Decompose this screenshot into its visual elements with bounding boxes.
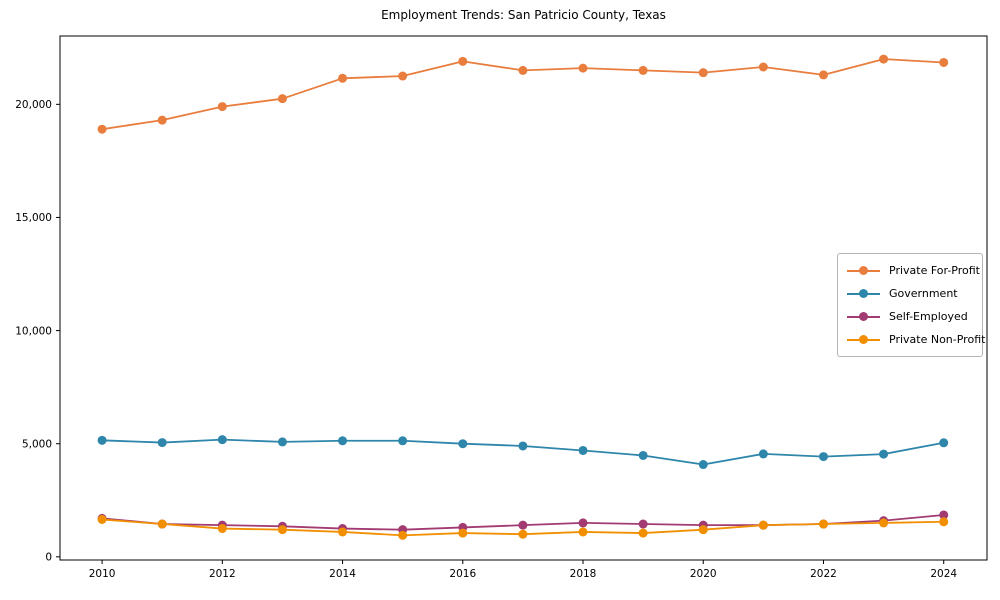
data-point-private-for-profit-2010 — [97, 124, 107, 134]
data-point-private-for-profit-2018 — [578, 63, 588, 73]
data-point-government-2015 — [398, 436, 408, 446]
data-point-self-employed-2019 — [638, 519, 648, 529]
data-point-private-for-profit-2016 — [458, 56, 468, 66]
data-point-private-for-profit-2020 — [698, 68, 708, 78]
data-point-private-for-profit-2023 — [879, 54, 889, 64]
data-point-private-for-profit-2012 — [217, 102, 227, 112]
data-point-private-non-profit-2016 — [458, 528, 468, 538]
legend-item-private-non-profit: Private Non-Profit — [847, 328, 985, 351]
data-point-private-for-profit-2024 — [939, 57, 949, 67]
legend-marker-icon — [847, 289, 880, 298]
plot-border — [59, 35, 988, 561]
data-point-private-non-profit-2021 — [758, 520, 768, 530]
y-tick-label: 20,000 — [15, 99, 52, 111]
data-point-private-for-profit-2014 — [338, 73, 348, 83]
data-point-private-for-profit-2015 — [398, 71, 408, 81]
legend-marker-icon — [847, 266, 880, 275]
data-point-private-non-profit-2010 — [97, 515, 107, 525]
data-point-private-non-profit-2013 — [277, 525, 287, 535]
legend-label: Private Non-Profit — [889, 333, 986, 346]
x-tick-label: 2010 — [89, 568, 116, 580]
legend-item-private-for-profit: Private For-Profit — [847, 259, 980, 282]
legend-label: Private For-Profit — [889, 264, 980, 277]
data-point-government-2018 — [578, 445, 588, 455]
data-point-private-for-profit-2022 — [818, 70, 828, 80]
legend-label: Government — [889, 287, 958, 300]
legend-label: Self-Employed — [889, 310, 968, 323]
data-point-private-non-profit-2017 — [518, 529, 528, 539]
data-point-government-2019 — [638, 450, 648, 460]
data-point-government-2020 — [698, 460, 708, 470]
legend-marker-icon — [847, 335, 880, 344]
x-tick-label: 2024 — [930, 568, 957, 580]
data-point-self-employed-2017 — [518, 520, 528, 530]
data-point-government-2022 — [818, 452, 828, 462]
data-point-private-non-profit-2011 — [157, 519, 167, 529]
data-point-government-2010 — [97, 435, 107, 445]
y-tick-label: 0 — [45, 552, 52, 564]
data-point-government-2014 — [338, 436, 348, 446]
data-point-government-2021 — [758, 449, 768, 459]
data-point-private-non-profit-2012 — [217, 524, 227, 534]
data-point-government-2017 — [518, 441, 528, 451]
data-point-private-for-profit-2013 — [277, 94, 287, 104]
data-point-private-non-profit-2014 — [338, 527, 348, 537]
data-point-government-2011 — [157, 438, 167, 448]
data-point-government-2012 — [217, 435, 227, 445]
data-point-government-2023 — [879, 449, 889, 459]
data-point-self-employed-2018 — [578, 518, 588, 528]
y-tick-label: 5,000 — [22, 438, 52, 450]
data-point-private-for-profit-2021 — [758, 62, 768, 72]
x-tick-label: 2022 — [810, 568, 837, 580]
legend: Private For-Profit Government Self-Employe… — [837, 253, 985, 357]
x-tick-label: 2012 — [209, 568, 236, 580]
data-point-private-non-profit-2024 — [939, 517, 949, 527]
y-tick-label: 15,000 — [15, 212, 52, 224]
data-point-private-non-profit-2019 — [638, 528, 648, 538]
data-point-self-employed-2024 — [939, 510, 949, 520]
data-point-private-for-profit-2019 — [638, 65, 648, 75]
data-point-private-for-profit-2017 — [518, 65, 528, 75]
x-tick-label: 2018 — [570, 568, 597, 580]
data-point-private-non-profit-2015 — [398, 530, 408, 540]
legend-marker-icon — [847, 312, 880, 321]
x-tick-label: 2020 — [690, 568, 717, 580]
data-point-private-non-profit-2020 — [698, 525, 708, 535]
data-point-government-2024 — [939, 438, 949, 448]
data-point-private-for-profit-2011 — [157, 115, 167, 125]
chart-title: Employment Trends: San Patricio County, … — [381, 8, 666, 22]
data-point-private-non-profit-2023 — [879, 518, 889, 528]
data-point-government-2016 — [458, 439, 468, 449]
data-point-government-2013 — [277, 437, 287, 447]
data-point-private-non-profit-2022 — [818, 519, 828, 529]
x-tick-label: 2016 — [449, 568, 476, 580]
y-tick-label: 10,000 — [15, 325, 52, 337]
legend-item-self-employed: Self-Employed — [847, 305, 975, 328]
legend-item-government: Government — [847, 282, 975, 305]
data-point-private-non-profit-2018 — [578, 527, 588, 537]
x-tick-label: 2014 — [329, 568, 356, 580]
